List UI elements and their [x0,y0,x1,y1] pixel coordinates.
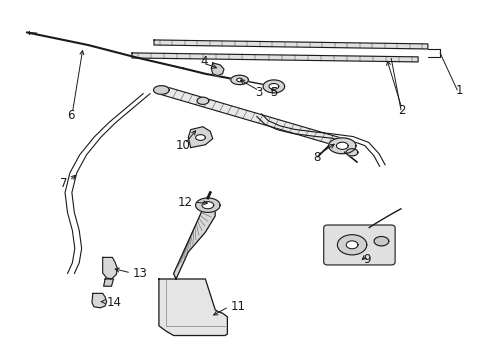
Text: 13: 13 [133,267,147,280]
Polygon shape [159,86,353,150]
Polygon shape [202,202,213,209]
Polygon shape [236,78,242,82]
Text: 4: 4 [200,55,208,68]
Polygon shape [92,293,106,308]
Polygon shape [197,97,208,104]
Text: 14: 14 [106,296,122,309]
Text: 3: 3 [255,86,263,99]
Polygon shape [159,279,227,336]
Text: 10: 10 [176,139,190,152]
Polygon shape [195,198,220,212]
Polygon shape [132,53,417,62]
Polygon shape [373,237,388,246]
Text: 8: 8 [312,151,320,164]
Polygon shape [103,279,113,286]
Text: 6: 6 [67,109,75,122]
Text: 9: 9 [362,253,370,266]
Text: 1: 1 [455,84,463,97]
Polygon shape [346,241,357,249]
FancyBboxPatch shape [323,225,394,265]
Polygon shape [173,209,215,279]
Polygon shape [230,75,248,85]
Polygon shape [211,63,224,76]
Polygon shape [154,40,427,49]
Polygon shape [336,142,347,149]
Polygon shape [346,149,357,156]
Text: 2: 2 [397,104,405,117]
Text: 12: 12 [178,196,193,209]
Polygon shape [153,86,169,94]
Polygon shape [337,235,366,255]
Polygon shape [102,257,117,279]
Text: 11: 11 [230,300,245,313]
Polygon shape [195,135,205,140]
Polygon shape [188,127,212,148]
Polygon shape [268,84,278,89]
Text: 5: 5 [269,86,277,99]
Polygon shape [328,138,355,154]
Polygon shape [263,80,284,93]
Text: 7: 7 [60,177,67,190]
